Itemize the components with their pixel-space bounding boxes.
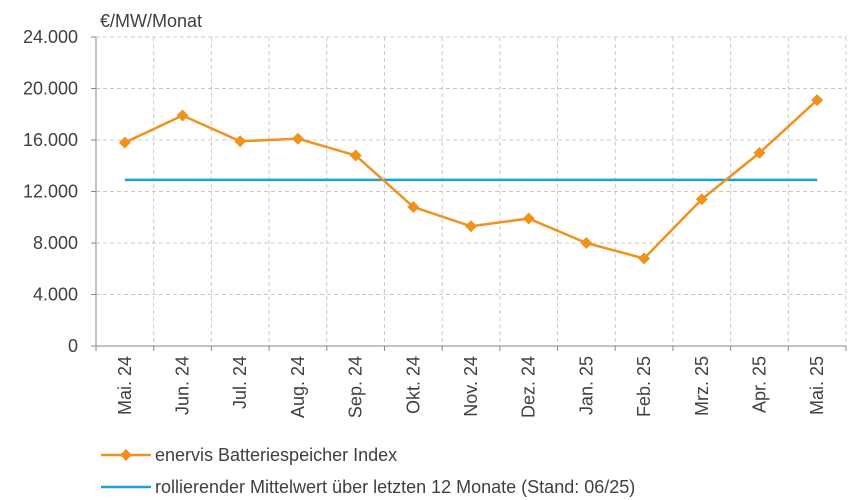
x-tick-label: Mai. 24 xyxy=(115,356,135,415)
x-tick-label: Apr. 25 xyxy=(749,356,769,413)
data-point-marker xyxy=(695,193,708,206)
series xyxy=(118,94,824,265)
y-tick-label: 8.000 xyxy=(33,233,78,253)
legend-marker-index xyxy=(120,449,132,461)
legend-label-average: rollierender Mittelwert über letzten 12 … xyxy=(155,477,635,497)
y-tick-labels: 0 4.000 8.000 12.000 16.000 20.000 24.000 xyxy=(23,27,78,356)
y-tick-label: 0 xyxy=(68,336,78,356)
data-point-marker xyxy=(753,146,766,159)
data-point-marker xyxy=(638,252,651,265)
y-tick-label: 24.000 xyxy=(23,27,78,47)
x-tick-label: Nov. 24 xyxy=(461,356,481,417)
x-tick-label: Mai. 25 xyxy=(807,356,827,415)
x-tick-label: Okt. 24 xyxy=(403,356,423,414)
y-tick-label: 16.000 xyxy=(23,130,78,150)
data-point-marker xyxy=(118,136,131,149)
x-tick-label: Jan. 25 xyxy=(576,356,596,415)
x-tick-label: Mrz. 25 xyxy=(692,356,712,416)
y-tick-label: 4.000 xyxy=(33,285,78,305)
x-tick-labels: Mai. 24 Jun. 24 Jul. 24 Aug. 24 Sep. 24 Okt. … xyxy=(115,356,827,418)
legend: enervis Batteriespeicher Index rollieren… xyxy=(101,445,635,497)
legend-item-average: rollierender Mittelwert über letzten 12 … xyxy=(101,477,635,497)
x-tick-label: Jul. 24 xyxy=(230,356,250,409)
data-point-marker xyxy=(407,200,420,213)
x-tick-label: Aug. 24 xyxy=(288,356,308,418)
legend-label-index: enervis Batteriespeicher Index xyxy=(155,445,397,465)
x-tick-label: Dez. 24 xyxy=(519,356,539,418)
y-tick-label: 12.000 xyxy=(23,182,78,202)
data-point-marker xyxy=(349,149,362,162)
grid xyxy=(96,36,847,346)
axes xyxy=(91,36,847,351)
data-point-marker xyxy=(465,220,477,233)
x-tick-label: Feb. 25 xyxy=(634,356,654,417)
data-point-marker xyxy=(234,135,247,148)
data-point-marker xyxy=(811,94,824,107)
data-point-marker xyxy=(291,132,304,145)
y-tick-label: 20.000 xyxy=(23,79,78,99)
data-point-marker xyxy=(176,109,189,122)
data-point-marker xyxy=(522,212,535,225)
legend-item-index: enervis Batteriespeicher Index xyxy=(101,445,397,465)
y-unit-label: €/MW/Monat xyxy=(100,11,202,31)
data-point-marker xyxy=(580,237,593,249)
x-tick-label: Sep. 24 xyxy=(346,356,366,418)
x-tick-label: Jun. 24 xyxy=(173,356,193,415)
